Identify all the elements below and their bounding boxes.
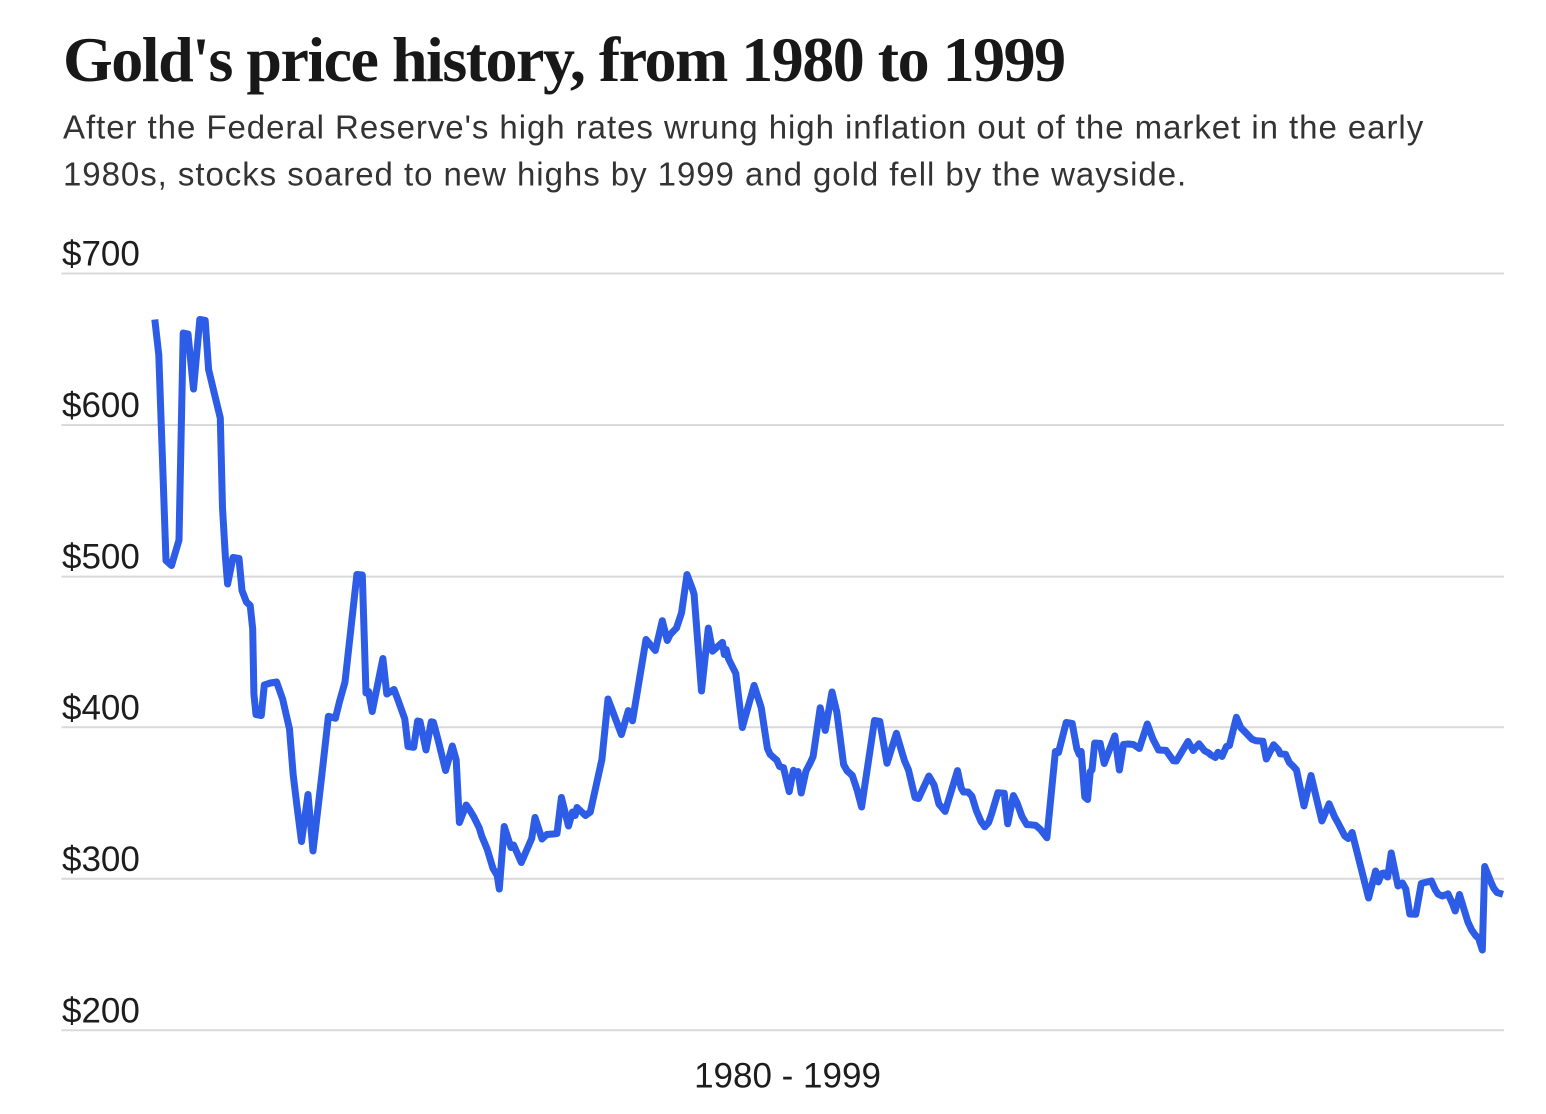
svg-text:Gold's price history, from 198: Gold's price history, from 1980 to 1999 (63, 24, 1065, 95)
svg-text:$200: $200 (62, 991, 140, 1030)
svg-text:1980 - 1999: 1980 - 1999 (694, 1057, 881, 1096)
svg-text:$400: $400 (62, 688, 140, 727)
svg-text:$500: $500 (62, 538, 140, 577)
svg-text:$300: $300 (62, 840, 140, 879)
svg-text:$700: $700 (62, 235, 140, 274)
svg-text:1980s, stocks soared to new hi: 1980s, stocks soared to new highs by 199… (63, 155, 1187, 192)
svg-text:After the Federal Reserve's hi: After the Federal Reserve's high rates w… (63, 108, 1424, 145)
svg-text:$600: $600 (62, 386, 140, 425)
